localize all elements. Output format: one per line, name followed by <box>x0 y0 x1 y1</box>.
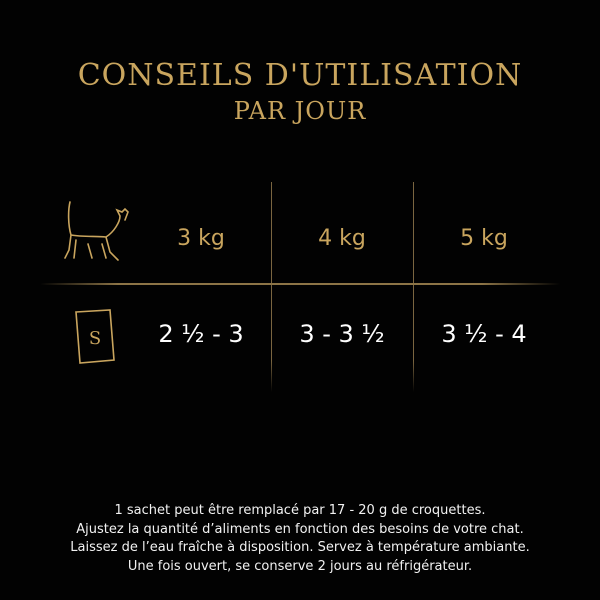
weight-3kg: 3 kg <box>177 226 225 251</box>
column-divider <box>413 182 414 392</box>
row-divider <box>40 283 560 285</box>
note: Une fois ouvert, se conserve 2 jours au … <box>127 558 473 574</box>
weight-5kg: 5 kg <box>460 226 508 251</box>
portion-3kg: 2 ½ - 3 <box>158 320 244 348</box>
note: 1 sachet peut être remplacé par 17 - 20 … <box>114 503 486 518</box>
portion-5kg: 3 ½ - 4 <box>441 320 527 348</box>
note: Ajustez la quantité d’aliments en foncti… <box>76 521 524 537</box>
usage-notes: 1 sachet peut être remplacé par 17 - 20 … <box>0 502 600 576</box>
subtitle: PAR JOUR <box>233 97 367 125</box>
column-divider <box>271 182 272 392</box>
portion-4kg: 3 - 3 ½ <box>299 320 385 348</box>
sachet-letter: S <box>89 328 101 349</box>
sachet-icon: S <box>75 309 115 364</box>
cat-icon <box>64 201 129 261</box>
weight-4kg: 4 kg <box>318 226 366 251</box>
note: Laissez de l’eau fraîche à disposition. … <box>70 540 530 555</box>
title: CONSEILS D'UTILISATION <box>77 58 523 93</box>
